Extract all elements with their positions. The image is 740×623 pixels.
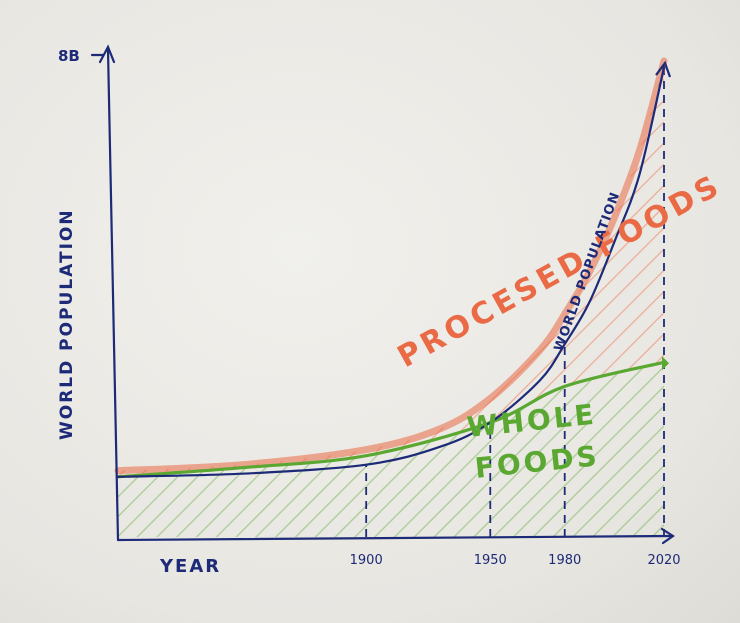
y-axis-label: WORLD POPULATION	[57, 208, 77, 440]
x-tick-label-1980: 1980	[548, 553, 581, 568]
whole-foods-arrowhead	[662, 356, 669, 371]
x-axis-arrow	[660, 527, 675, 545]
y-axis	[106, 48, 120, 542]
x-axis-label: YEAR	[159, 556, 221, 577]
x-tick-label-2020: 2020	[647, 553, 680, 568]
y-axis-arrow	[98, 44, 116, 64]
axes	[90, 44, 675, 545]
y-top-label: 8B	[58, 47, 80, 65]
x-tick-label-1900: 1900	[350, 553, 383, 568]
processed-foods-area	[118, 61, 664, 477]
whole-foods-line	[116, 360, 666, 479]
world-population-line	[116, 66, 666, 478]
x-axis	[116, 534, 674, 542]
x-tick-label-1950: 1950	[474, 553, 507, 568]
processed-foods-line	[114, 57, 668, 475]
world-population-arrowhead	[655, 60, 672, 78]
